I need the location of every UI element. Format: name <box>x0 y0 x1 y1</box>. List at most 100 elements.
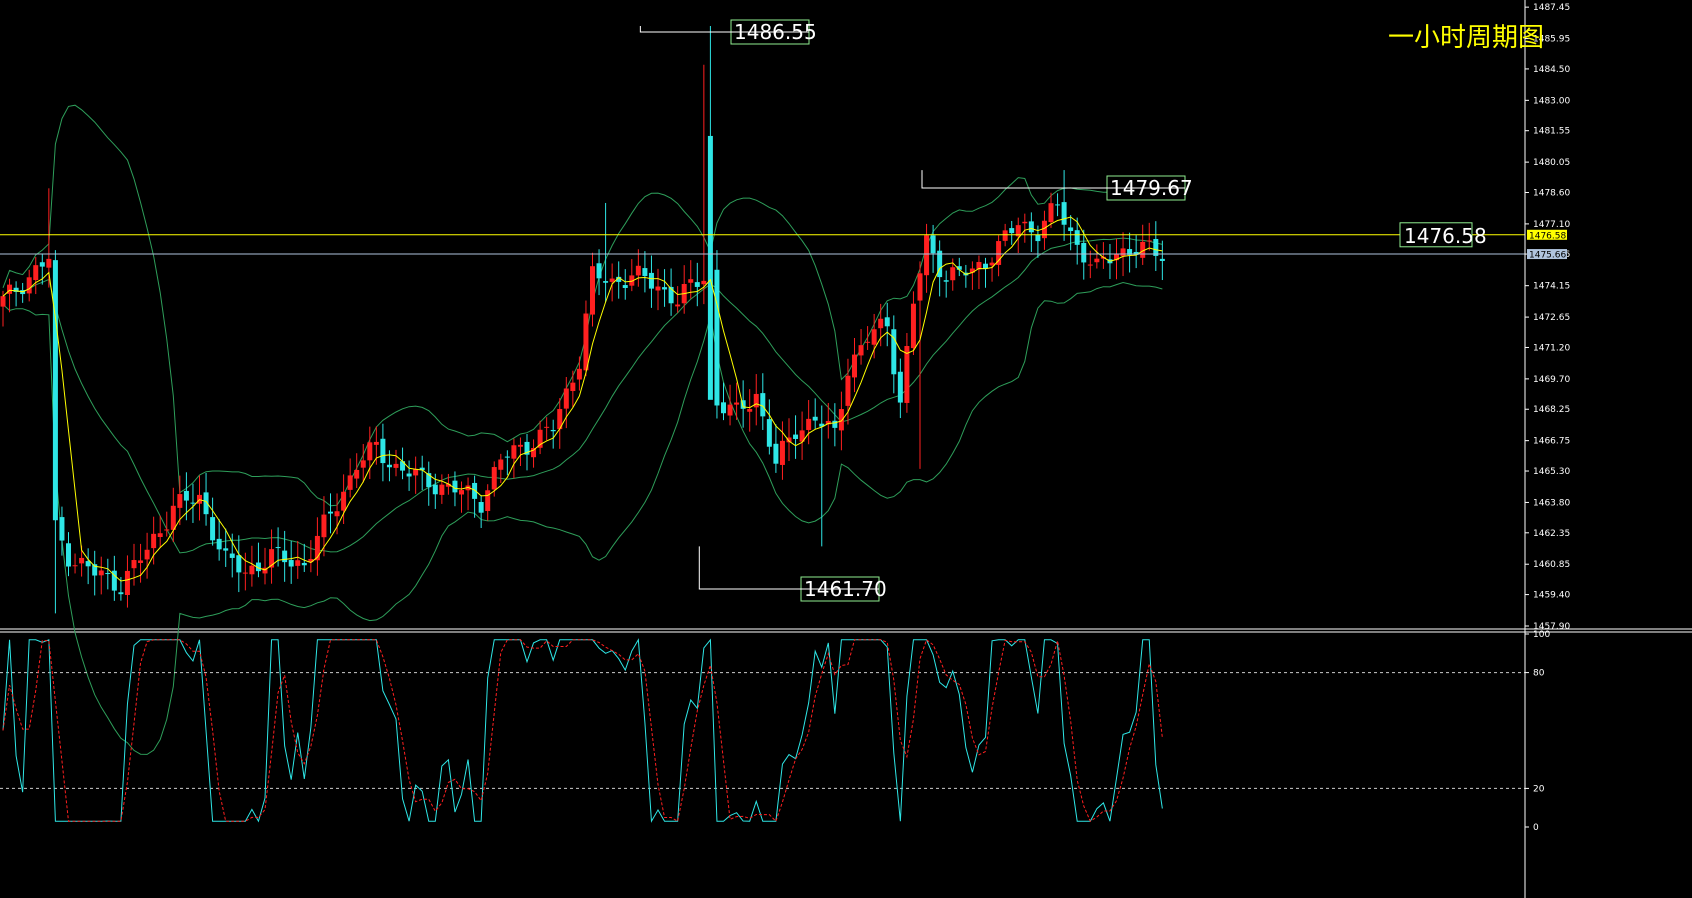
candle <box>223 528 229 567</box>
candle-body <box>485 490 491 512</box>
candle <box>766 399 772 455</box>
candle <box>871 313 877 359</box>
candle-body <box>210 517 216 541</box>
candle <box>511 438 517 479</box>
candle-body <box>544 426 550 428</box>
candle-body <box>144 549 150 560</box>
candle <box>282 530 288 582</box>
candle-body <box>419 467 425 471</box>
candle-body <box>432 484 438 495</box>
candle <box>1153 221 1159 272</box>
candle <box>413 456 419 494</box>
candle-body <box>1087 264 1093 266</box>
osc-tick-label: 0 <box>1533 823 1539 833</box>
candle <box>66 532 71 577</box>
candle <box>1133 235 1139 269</box>
price-axis: 1487.45 1485.95 1484.50 1483.00 1481.55 1480.… <box>1524 0 1570 898</box>
candle-body <box>884 317 890 327</box>
candle <box>131 543 137 586</box>
candle <box>426 461 432 506</box>
price-tick-label: 1487.45 <box>1533 3 1570 13</box>
candle-body <box>7 284 13 294</box>
candle-body <box>491 467 497 490</box>
candle-body <box>223 548 229 551</box>
candle-body <box>668 286 674 304</box>
candle <box>544 417 550 441</box>
candle-body <box>92 564 98 576</box>
candle <box>216 519 222 561</box>
candle <box>531 439 537 468</box>
candle <box>989 257 995 282</box>
candle <box>144 532 150 579</box>
candle-body <box>341 491 347 511</box>
level-price-tag-label: 1475.66 <box>1529 251 1566 261</box>
candle-body <box>1015 225 1021 237</box>
candle-body <box>157 533 163 537</box>
candle-body <box>288 560 294 567</box>
candle-body <box>308 558 314 563</box>
candle <box>354 453 360 488</box>
candle <box>576 356 582 391</box>
candle-body <box>1061 202 1067 225</box>
price-tick-label: 1471.20 <box>1533 343 1570 353</box>
candle <box>662 269 668 307</box>
price-tick-label: 1477.10 <box>1533 220 1570 230</box>
candle-body <box>1068 227 1074 232</box>
candle <box>485 484 491 521</box>
candle-body <box>930 235 936 254</box>
candle <box>46 188 52 288</box>
candle-body <box>1035 234 1041 242</box>
osc-tick-label: 20 <box>1533 784 1545 794</box>
candle <box>622 269 628 300</box>
candle <box>1081 229 1087 280</box>
candle <box>583 300 589 377</box>
candle <box>1074 217 1080 265</box>
candle-body <box>452 480 458 493</box>
candle-body <box>1133 251 1139 255</box>
level-price-tag <box>1527 229 1567 240</box>
candle-body <box>255 562 261 572</box>
candle-body <box>629 275 635 286</box>
candle-body <box>648 272 654 289</box>
candle-body <box>969 268 975 273</box>
candle <box>891 315 897 394</box>
candle <box>832 403 838 447</box>
candle-body <box>52 260 58 521</box>
candle-body <box>177 494 183 508</box>
candle <box>517 437 523 466</box>
candle <box>301 543 307 572</box>
candle <box>1094 244 1100 269</box>
candle-body <box>858 345 864 356</box>
candle-body <box>1002 230 1008 241</box>
candle-body <box>570 382 576 392</box>
candle-body <box>472 482 478 499</box>
candle-body <box>897 371 903 403</box>
candle <box>1041 210 1047 250</box>
candle <box>7 278 13 313</box>
price-tick-label: 1460.85 <box>1533 560 1570 570</box>
candle-body <box>832 420 838 428</box>
candle-body <box>439 484 445 495</box>
candle-body <box>675 304 681 307</box>
bollinger-lower-line <box>2 281 1163 755</box>
candle-body <box>655 286 661 291</box>
bollinger-mid-line <box>2 237 1163 554</box>
candle-body <box>400 461 406 471</box>
candle <box>956 257 962 277</box>
candle-body <box>622 285 628 288</box>
candle-body <box>504 456 510 458</box>
candle <box>459 481 464 513</box>
candle-body <box>642 268 648 277</box>
ma-line <box>2 216 1163 582</box>
candle-body <box>314 535 320 561</box>
candle <box>1159 240 1165 281</box>
candle-body <box>26 277 32 294</box>
candle-body <box>943 280 949 282</box>
candle-body <box>924 235 930 276</box>
oscillator-axis: 100 80 20 0 <box>1524 630 1550 898</box>
candle-body <box>1153 238 1159 256</box>
candle <box>996 235 1002 277</box>
candle-body <box>282 550 288 563</box>
price-tick-label: 1468.25 <box>1533 405 1570 415</box>
candle-body <box>609 278 615 282</box>
